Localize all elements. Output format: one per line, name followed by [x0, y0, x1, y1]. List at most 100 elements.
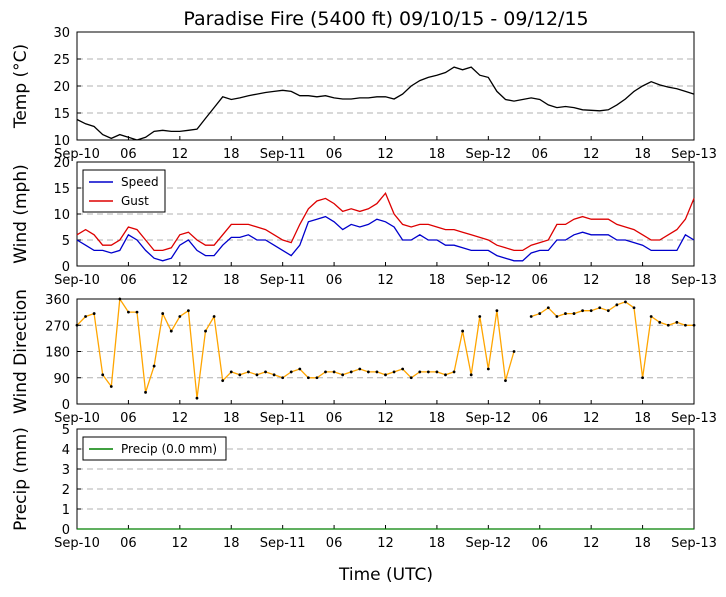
data-point: [581, 309, 584, 313]
x-tick-label: 18: [223, 147, 240, 162]
data-point: [298, 367, 302, 371]
x-tick-label: Sep-11: [260, 536, 306, 551]
y-tick-label: 180: [45, 346, 70, 361]
data-point: [649, 315, 653, 318]
y-tick-label: 270: [45, 319, 70, 334]
legend-box: [82, 169, 166, 213]
data-point: [118, 297, 122, 301]
y-axis-label: Wind Direction: [11, 289, 31, 414]
data-point: [255, 373, 259, 377]
chart-title: Paradise Fire (5400 ft) 09/10/15 - 09/12…: [183, 8, 588, 30]
y-tick-label: 4: [62, 443, 70, 458]
legend-label: Gust: [121, 194, 149, 208]
data-point: [504, 379, 507, 383]
data-point: [469, 373, 473, 377]
y-axis-label: Precip (mm): [11, 427, 31, 531]
x-tick-label: 06: [531, 411, 548, 426]
x-axis-label: Time (UTC): [338, 565, 433, 585]
panel-0: 10 15 20 25 30 Sep-10 06 12 18 Sep-11 06 12 18 Sep-12…: [11, 26, 717, 162]
data-point: [675, 320, 679, 324]
data-point: [127, 310, 130, 314]
data-point: [384, 373, 387, 377]
x-tick-label: Sep-10: [54, 147, 100, 162]
y-tick-label: 20: [53, 80, 70, 95]
data-point: [178, 315, 182, 318]
y-axis-label: Temp (°C): [11, 44, 31, 129]
data-point: [529, 315, 533, 318]
x-tick-label: 18: [429, 147, 446, 162]
x-tick-label: 18: [429, 536, 446, 551]
x-tick-label: 06: [531, 536, 548, 551]
x-tick-label: 06: [531, 273, 548, 288]
x-tick-label: 12: [377, 536, 394, 551]
x-tick-label: 12: [377, 411, 394, 426]
data-point: [366, 370, 370, 374]
data-point: [109, 385, 113, 388]
data-point: [246, 370, 250, 374]
y-tick-label: 3: [62, 463, 70, 478]
data-point: [444, 373, 447, 377]
x-tick-label: 18: [223, 273, 240, 288]
data-point: [341, 373, 345, 377]
data-point: [564, 312, 567, 315]
data-point: [495, 309, 499, 313]
y-tick-label: 90: [53, 372, 70, 387]
data-point: [375, 370, 379, 374]
x-tick-label: 18: [634, 411, 651, 426]
y-axis-label: Wind (mph): [11, 164, 31, 264]
data-point: [358, 367, 362, 371]
series-line-speed: [76, 215, 695, 262]
data-point: [349, 370, 353, 374]
y-tick-label: 0: [62, 523, 70, 538]
x-tick-label: Sep-11: [260, 147, 306, 162]
y-tick-label: 30: [53, 26, 70, 41]
x-tick-label: 12: [172, 536, 189, 551]
y-tick-label: 0: [62, 260, 70, 275]
data-point: [461, 329, 465, 333]
x-tick-label: 12: [583, 536, 600, 551]
data-point: [187, 309, 190, 313]
x-tick-label: 12: [583, 411, 600, 426]
x-tick-label: 18: [634, 536, 651, 551]
legend-box: [82, 436, 227, 461]
data-point: [692, 323, 696, 327]
data-point: [401, 367, 405, 371]
x-tick-label: 06: [326, 273, 343, 288]
data-point: [666, 323, 670, 327]
data-point: [641, 376, 644, 380]
data-point: [306, 376, 310, 380]
x-tick-label: Sep-12: [465, 411, 511, 426]
y-tick-label: 2: [62, 483, 70, 498]
data-point: [426, 370, 430, 374]
data-point: [324, 370, 327, 374]
data-point: [486, 367, 490, 371]
data-point: [135, 310, 139, 314]
data-point: [452, 370, 456, 374]
data-point: [161, 312, 165, 315]
y-tick-label: 5: [62, 423, 70, 438]
x-tick-label: 12: [583, 273, 600, 288]
data-point: [512, 350, 516, 353]
x-tick-label: Sep-12: [465, 147, 511, 162]
data-point: [589, 309, 593, 313]
data-point: [478, 315, 482, 318]
x-tick-label: Sep-13: [671, 147, 717, 162]
data-point: [195, 396, 199, 400]
data-point: [272, 373, 276, 377]
x-tick-label: Sep-11: [260, 411, 306, 426]
data-point: [392, 370, 396, 374]
x-tick-label: 18: [429, 273, 446, 288]
data-point: [281, 376, 285, 380]
y-tick-label: 360: [45, 293, 70, 308]
data-point: [238, 373, 242, 377]
x-tick-label: 12: [172, 411, 189, 426]
data-point: [101, 373, 105, 377]
data-point: [538, 312, 542, 315]
y-tick-label: 15: [53, 107, 70, 122]
data-point: [264, 370, 267, 374]
legend-label: Speed: [121, 175, 159, 189]
x-tick-label: 06: [120, 536, 137, 551]
panel-2: 0 90 180 270 360 Sep-10 06 12 18 Sep-11 06 12 18 Sep-…: [11, 289, 717, 426]
